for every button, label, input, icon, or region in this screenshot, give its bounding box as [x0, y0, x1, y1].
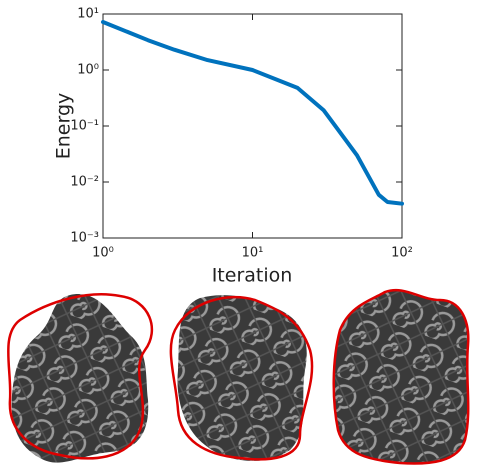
line-series — [103, 22, 402, 204]
x-tick-label: 10¹ — [242, 246, 264, 261]
texture-blob — [12, 294, 149, 463]
y-tick-label: 10⁻¹ — [70, 119, 99, 134]
y-tick-label: 10⁰ — [77, 63, 99, 78]
x-axis-label: Iteration — [212, 265, 293, 287]
x-tick-label: 10² — [391, 246, 413, 261]
plot-frame — [103, 14, 402, 238]
x-tick-label: 10⁰ — [92, 246, 114, 261]
texture-blob — [177, 295, 306, 461]
texture-panels — [8, 290, 468, 463]
y-tick-label: 10¹ — [77, 7, 99, 22]
texture-blob — [334, 290, 469, 463]
y-tick-label: 10⁻² — [70, 175, 99, 190]
figure: Iteration Energy 10⁻³10⁻²10⁻¹10⁰10¹10⁰10… — [0, 0, 481, 470]
y-tick-label: 10⁻³ — [70, 231, 99, 246]
